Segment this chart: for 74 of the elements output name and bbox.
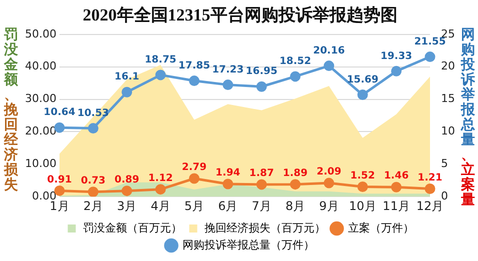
x-tick-label: 12月 [416,198,444,213]
data-label: 0.73 [80,175,106,186]
y2-tick-label: 0 [441,189,448,202]
legend-label: 立案（万件） [348,221,414,234]
data-label: 1.52 [350,170,376,182]
data-label: 0.91 [47,174,72,186]
point [424,184,436,194]
data-label: 16.1 [114,72,140,83]
point [188,76,200,86]
data-label: 1.94 [216,168,240,179]
data-label: 17.23 [212,64,244,76]
x-tick-label: 8月 [285,198,306,213]
point [88,186,98,197]
data-label: 16.95 [246,66,278,78]
data-label: 18.52 [279,56,312,68]
x-tick-label: 11月 [382,198,410,213]
data-label: 0.89 [114,174,140,186]
point [357,181,368,192]
x-tick-label: 5月 [184,198,204,213]
x-tick-label: 6月 [218,198,238,213]
legend-label: 罚没金额（百万元） [82,221,182,234]
y-tick-label: 40.00 [24,60,56,73]
y2-tick-label: 10 [441,124,456,138]
y-tick-label: 30.00 [24,92,56,106]
point [290,179,301,190]
y-tick-label: 20.00 [24,124,56,138]
text: 网购投诉举报总量、立案量 [461,27,475,208]
point [391,66,402,76]
point [324,178,334,188]
text: 罚没金额、挽回经济损失 [4,27,18,193]
data-label: 1.89 [282,168,308,179]
data-label: 15.69 [346,74,378,86]
y-tick-label: 50.00 [24,27,56,40]
data-label: 2.79 [182,162,207,174]
point [122,86,132,98]
point [54,185,65,196]
point [222,178,234,190]
y-tick-label: 10.00 [24,157,56,170]
point [391,182,402,192]
data-label: 1.87 [249,168,274,180]
data-label: 20.16 [313,45,345,56]
data-label: 10.64 [44,107,76,118]
point [256,81,267,92]
data-label: 1.12 [148,172,173,184]
point [122,186,132,196]
point [256,179,267,190]
y2-tick-label: 15 [441,92,456,106]
y2-tick-label: 20 [441,60,456,73]
legend-label: 挽回经济损失（百万元） [204,221,326,234]
point [155,70,166,80]
data-label: 2.09 [316,166,342,178]
point [155,184,166,195]
data-label: 19.33 [380,50,412,62]
x-tick-label: 7月 [252,198,272,213]
data-label: 17.85 [178,60,210,72]
x-tick-label: 10月 [348,198,376,213]
point [357,90,368,100]
point [424,52,436,62]
x-tick-label: 9月 [319,198,339,213]
data-label: 21.55 [414,36,446,48]
point [290,71,301,82]
x-tick-label: 2月 [83,198,103,213]
x-tick-label: 4月 [150,198,170,213]
point [188,173,200,184]
point [222,80,234,90]
y2-tick-label: 5 [441,157,448,170]
point [88,123,98,134]
data-label: 1.21 [418,172,442,184]
point [324,60,334,72]
x-tick-label: 3月 [117,198,137,213]
data-label: 1.46 [384,170,409,182]
legend-label: 网购投诉举报总量（万件） [182,238,314,252]
chart-title: 2020年全国12315平台网购投诉举报趋势图 [82,6,398,25]
data-label: 18.75 [144,54,176,66]
